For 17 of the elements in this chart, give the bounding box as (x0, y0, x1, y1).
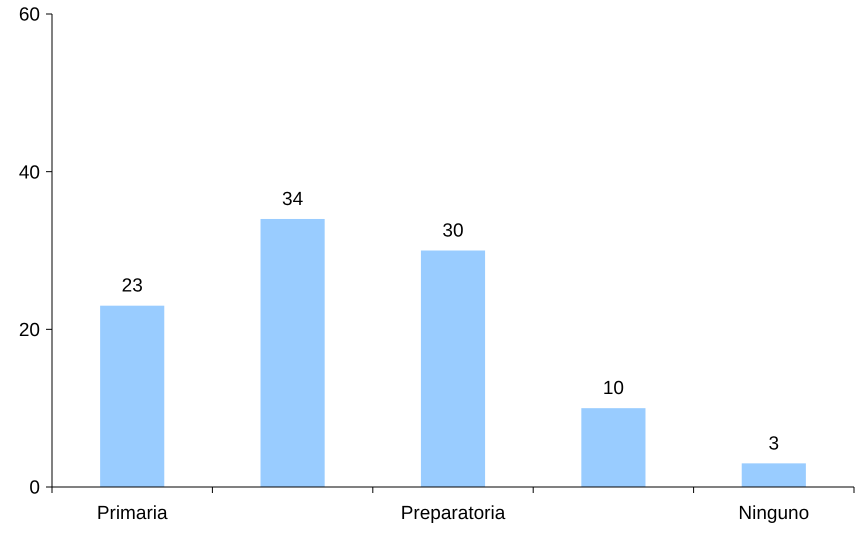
y-tick-label: 0 (29, 478, 40, 499)
bar (260, 218, 325, 487)
data-label: 30 (442, 220, 464, 242)
bar (100, 306, 164, 487)
x-tick-label: Ninguno (738, 503, 810, 524)
data-label: 23 (122, 276, 143, 297)
bar (742, 463, 806, 487)
data-label: 10 (602, 378, 624, 400)
x-tick-label: Preparatoria (400, 503, 506, 524)
data-label: 3 (768, 433, 780, 454)
y-tick-label: 20 (18, 320, 40, 341)
y-tick-label: 40 (18, 162, 40, 184)
bar (420, 250, 486, 487)
y-tick-label: 60 (18, 4, 40, 26)
data-label: 34 (282, 188, 304, 210)
bar (581, 408, 646, 487)
x-tick-label: Primaria (96, 503, 168, 524)
